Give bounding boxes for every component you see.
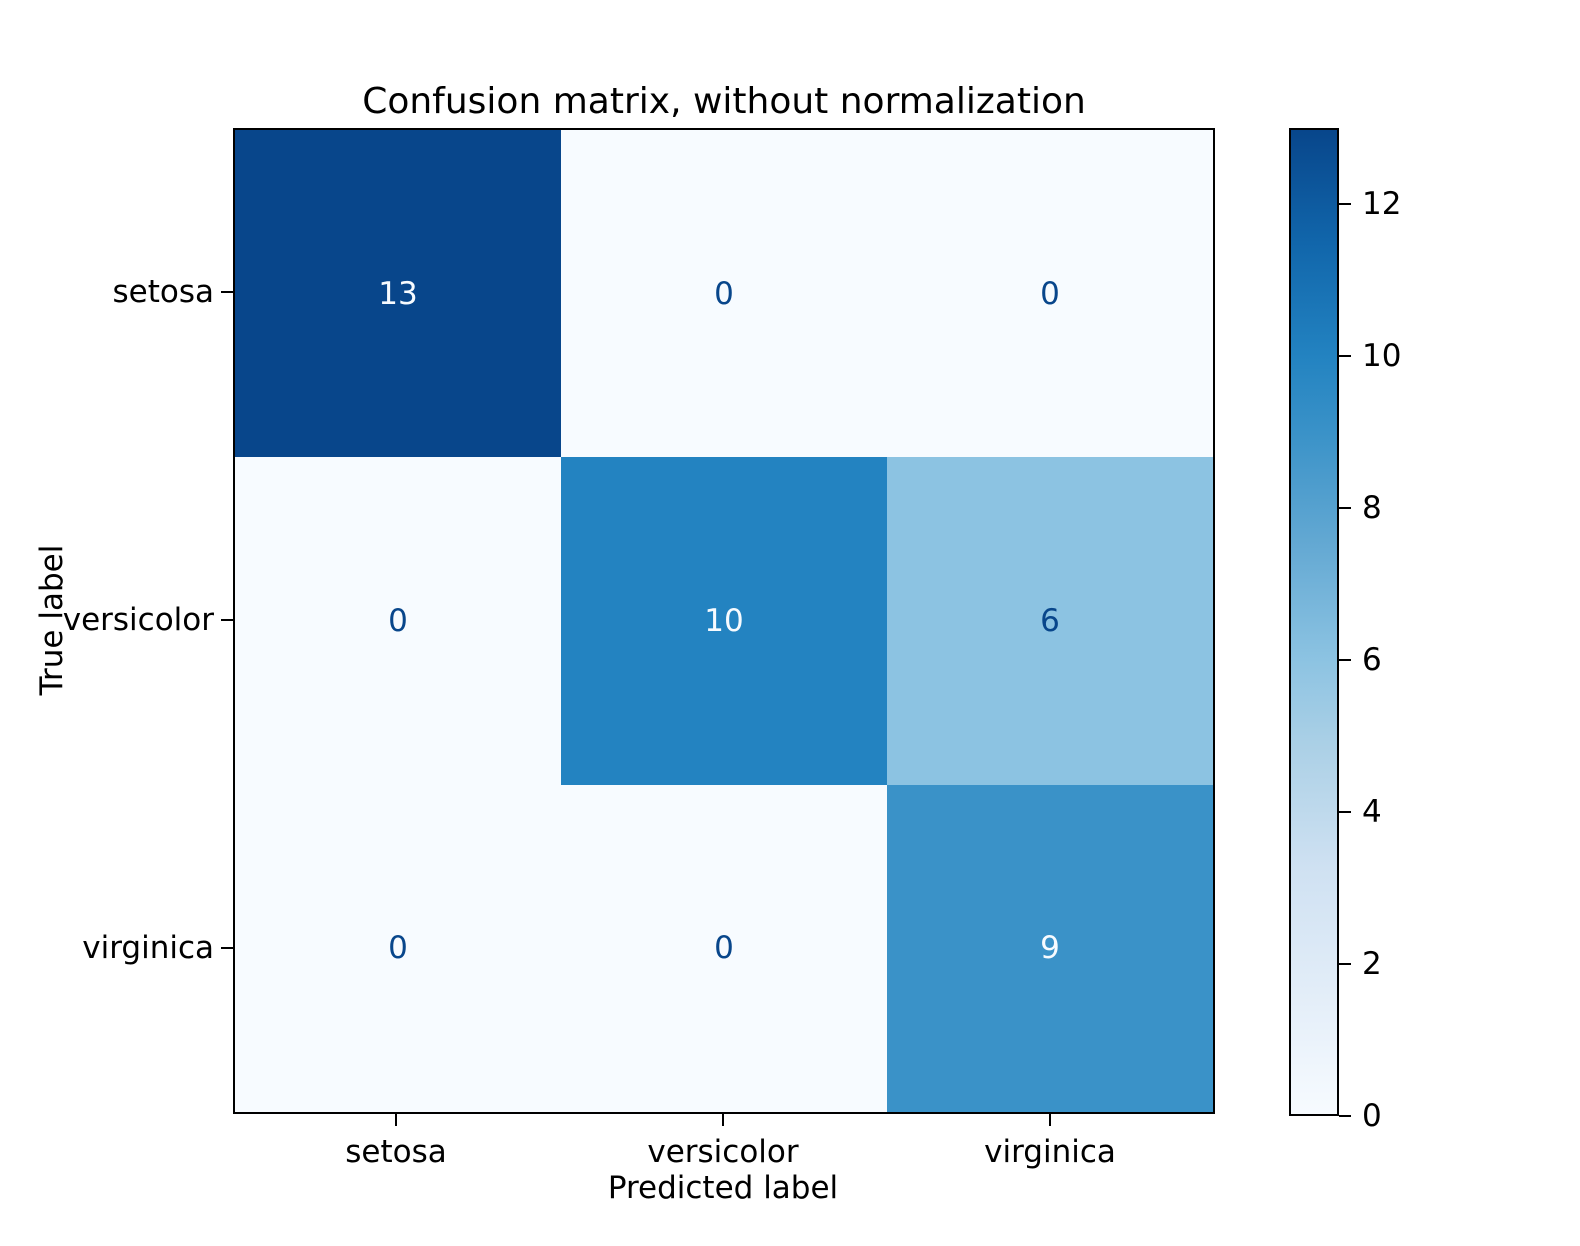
colorbar-tick-mark xyxy=(1339,963,1351,965)
colorbar-tick-mark xyxy=(1339,1115,1351,1117)
matrix-cell-versicolor-versicolor: 10 xyxy=(561,457,887,785)
colorbar-gradient xyxy=(1289,128,1339,1116)
matrix-cell-setosa-setosa: 13 xyxy=(235,130,561,458)
matrix-cell-versicolor-virginica: 6 xyxy=(887,457,1213,785)
heatmap-axes: 13 0 0 0 10 6 0 0 9 xyxy=(233,128,1215,1114)
colorbar-label-0: 0 xyxy=(1362,1098,1382,1134)
colorbar-label-12: 12 xyxy=(1362,186,1402,222)
ytick-label-versicolor: versicolor xyxy=(62,602,214,638)
matrix-cell-virginica-setosa: 0 xyxy=(235,784,561,1112)
colorbar-label-4: 4 xyxy=(1362,794,1382,830)
xtick-label-versicolor: versicolor xyxy=(647,1134,799,1170)
colorbar-label-6: 6 xyxy=(1362,642,1382,678)
colorbar-tick-mark xyxy=(1339,203,1351,205)
colorbar-tick-mark xyxy=(1339,507,1351,509)
y-axis-label: True label xyxy=(34,544,70,696)
matrix-cell-setosa-versicolor: 0 xyxy=(561,130,887,458)
ytick-label-virginica: virginica xyxy=(82,930,214,966)
colorbar-tick-mark xyxy=(1339,659,1351,661)
ytick-label-setosa: setosa xyxy=(112,274,215,310)
colorbar-label-8: 8 xyxy=(1362,490,1382,526)
xtick-label-virginica: virginica xyxy=(984,1134,1116,1170)
colorbar-tick-mark xyxy=(1339,355,1351,357)
colorbar-label-10: 10 xyxy=(1362,338,1402,374)
y-tick-mark xyxy=(221,291,233,293)
y-tick-mark xyxy=(221,619,233,621)
matrix-cell-versicolor-setosa: 0 xyxy=(235,457,561,785)
xtick-label-setosa: setosa xyxy=(345,1134,447,1170)
y-tick-mark xyxy=(221,947,233,949)
matrix-cell-setosa-virginica: 0 xyxy=(887,130,1213,458)
colorbar-label-2: 2 xyxy=(1362,946,1382,982)
x-axis-label: Predicted label xyxy=(607,1170,839,1206)
colorbar-tick-mark xyxy=(1339,811,1351,813)
chart-title: Confusion matrix, without normalization xyxy=(362,81,1086,122)
matrix-cell-virginica-versicolor: 0 xyxy=(561,784,887,1112)
x-tick-mark xyxy=(395,1114,397,1126)
x-tick-mark xyxy=(1049,1114,1051,1126)
x-tick-mark xyxy=(722,1114,724,1126)
matrix-cell-virginica-virginica: 9 xyxy=(887,784,1213,1112)
